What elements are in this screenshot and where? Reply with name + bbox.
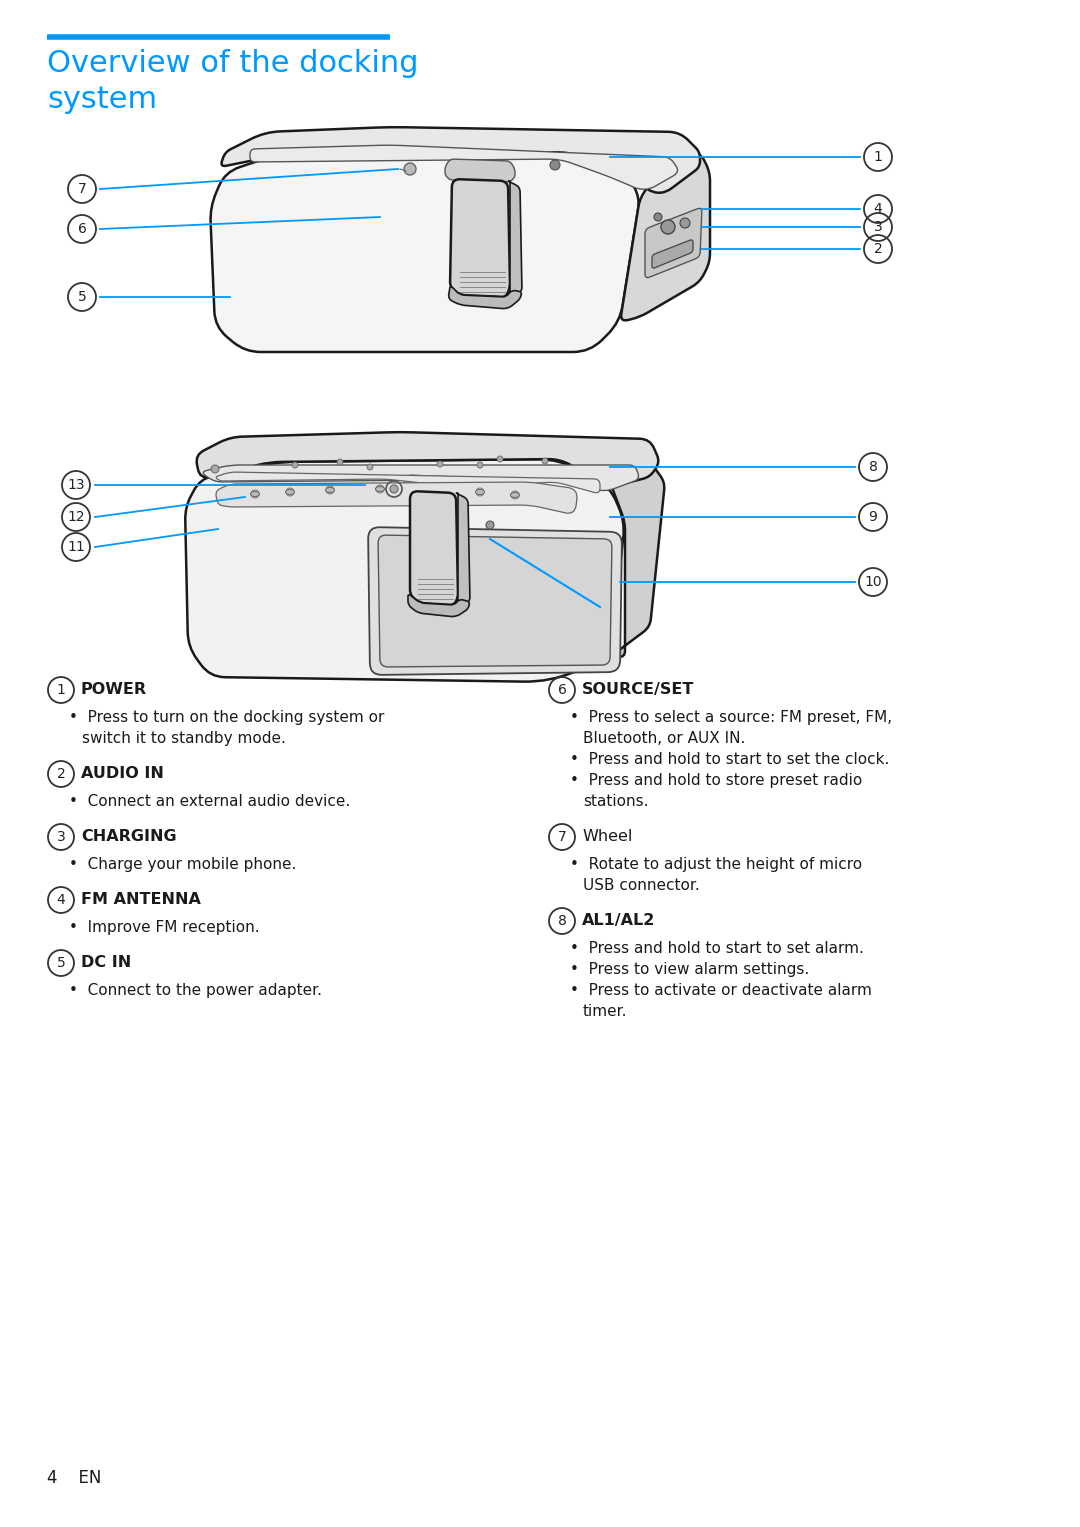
PathPatch shape — [216, 472, 600, 493]
Text: •  Improve FM reception.: • Improve FM reception. — [69, 919, 259, 935]
PathPatch shape — [186, 460, 623, 681]
Ellipse shape — [285, 490, 295, 495]
Circle shape — [390, 486, 399, 493]
Text: 10: 10 — [864, 576, 881, 589]
Text: 6: 6 — [557, 683, 566, 696]
Text: USB connector.: USB connector. — [583, 878, 700, 893]
Circle shape — [661, 220, 675, 234]
Text: stations.: stations. — [583, 794, 648, 809]
Circle shape — [511, 492, 519, 499]
PathPatch shape — [249, 145, 677, 189]
PathPatch shape — [612, 464, 664, 657]
Text: •  Press to view alarm settings.: • Press to view alarm settings. — [570, 962, 809, 977]
Text: 2: 2 — [874, 241, 882, 257]
Circle shape — [542, 458, 548, 464]
Text: 5: 5 — [56, 956, 66, 970]
Text: system: system — [48, 86, 157, 115]
Ellipse shape — [511, 493, 519, 498]
PathPatch shape — [211, 153, 638, 353]
PathPatch shape — [368, 527, 622, 675]
PathPatch shape — [645, 208, 702, 278]
PathPatch shape — [652, 240, 693, 269]
Text: 13: 13 — [67, 478, 85, 492]
Circle shape — [251, 490, 259, 498]
Text: •  Press to select a source: FM preset, FM,: • Press to select a source: FM preset, F… — [570, 710, 892, 725]
Circle shape — [367, 464, 373, 470]
Text: 4: 4 — [56, 893, 66, 907]
Text: •  Charge your mobile phone.: • Charge your mobile phone. — [69, 857, 296, 872]
Text: 11: 11 — [67, 541, 85, 554]
Circle shape — [486, 521, 494, 528]
Text: AL1/AL2: AL1/AL2 — [582, 913, 656, 928]
Text: 3: 3 — [56, 831, 66, 844]
Circle shape — [337, 460, 343, 466]
Text: Overview of the docking: Overview of the docking — [48, 49, 419, 78]
Circle shape — [497, 457, 503, 463]
Text: 2: 2 — [56, 767, 66, 780]
Text: CHARGING: CHARGING — [81, 829, 177, 844]
PathPatch shape — [450, 179, 510, 296]
Circle shape — [326, 486, 334, 495]
Ellipse shape — [251, 492, 259, 496]
Circle shape — [211, 466, 219, 473]
Text: 6: 6 — [78, 221, 86, 237]
Ellipse shape — [475, 490, 485, 495]
Text: 5: 5 — [78, 290, 86, 304]
PathPatch shape — [445, 159, 515, 182]
Text: •  Connect to the power adapter.: • Connect to the power adapter. — [69, 983, 322, 999]
Circle shape — [477, 463, 483, 467]
PathPatch shape — [410, 492, 458, 605]
Ellipse shape — [325, 487, 335, 493]
Text: 7: 7 — [557, 831, 566, 844]
Text: 9: 9 — [868, 510, 877, 524]
Text: Bluetooth, or AUX IN.: Bluetooth, or AUX IN. — [583, 731, 745, 747]
Circle shape — [476, 489, 484, 496]
Text: Wheel: Wheel — [582, 829, 633, 844]
PathPatch shape — [203, 466, 638, 490]
Circle shape — [680, 218, 690, 228]
PathPatch shape — [621, 154, 710, 321]
Text: DC IN: DC IN — [81, 954, 132, 970]
PathPatch shape — [221, 127, 700, 192]
Circle shape — [550, 160, 561, 169]
Circle shape — [654, 212, 662, 221]
Text: AUDIO IN: AUDIO IN — [81, 767, 164, 780]
Text: 1: 1 — [874, 150, 882, 163]
Text: POWER: POWER — [81, 683, 147, 696]
Text: 4: 4 — [874, 202, 882, 215]
Text: •  Rotate to adjust the height of micro: • Rotate to adjust the height of micro — [570, 857, 862, 872]
PathPatch shape — [448, 287, 522, 308]
Circle shape — [437, 461, 443, 467]
Text: •  Press to turn on the docking system or: • Press to turn on the docking system or — [69, 710, 384, 725]
Circle shape — [404, 163, 416, 176]
Text: 4    EN: 4 EN — [48, 1469, 102, 1487]
Text: FM ANTENNA: FM ANTENNA — [81, 892, 201, 907]
PathPatch shape — [457, 493, 470, 606]
Text: timer.: timer. — [583, 1003, 627, 1019]
Text: 8: 8 — [557, 915, 566, 928]
Text: 12: 12 — [67, 510, 85, 524]
Text: •  Press and hold to store preset radio: • Press and hold to store preset radio — [570, 773, 862, 788]
PathPatch shape — [197, 432, 659, 486]
PathPatch shape — [509, 182, 522, 296]
Text: 3: 3 — [874, 220, 882, 234]
PathPatch shape — [404, 475, 460, 496]
PathPatch shape — [378, 534, 612, 667]
Text: •  Connect an external audio device.: • Connect an external audio device. — [69, 794, 350, 809]
Text: 8: 8 — [868, 460, 877, 473]
Text: •  Press and hold to start to set alarm.: • Press and hold to start to set alarm. — [570, 941, 864, 956]
Circle shape — [286, 489, 294, 496]
Circle shape — [292, 463, 298, 467]
Text: SOURCE/SET: SOURCE/SET — [582, 683, 694, 696]
Text: 7: 7 — [78, 182, 86, 195]
Ellipse shape — [376, 487, 384, 492]
Text: 1: 1 — [56, 683, 66, 696]
Text: •  Press and hold to start to set the clock.: • Press and hold to start to set the clo… — [570, 751, 889, 767]
PathPatch shape — [408, 596, 470, 617]
Text: switch it to standby mode.: switch it to standby mode. — [82, 731, 286, 747]
PathPatch shape — [216, 483, 577, 513]
Text: •  Press to activate or deactivate alarm: • Press to activate or deactivate alarm — [570, 983, 872, 999]
Circle shape — [376, 486, 384, 493]
